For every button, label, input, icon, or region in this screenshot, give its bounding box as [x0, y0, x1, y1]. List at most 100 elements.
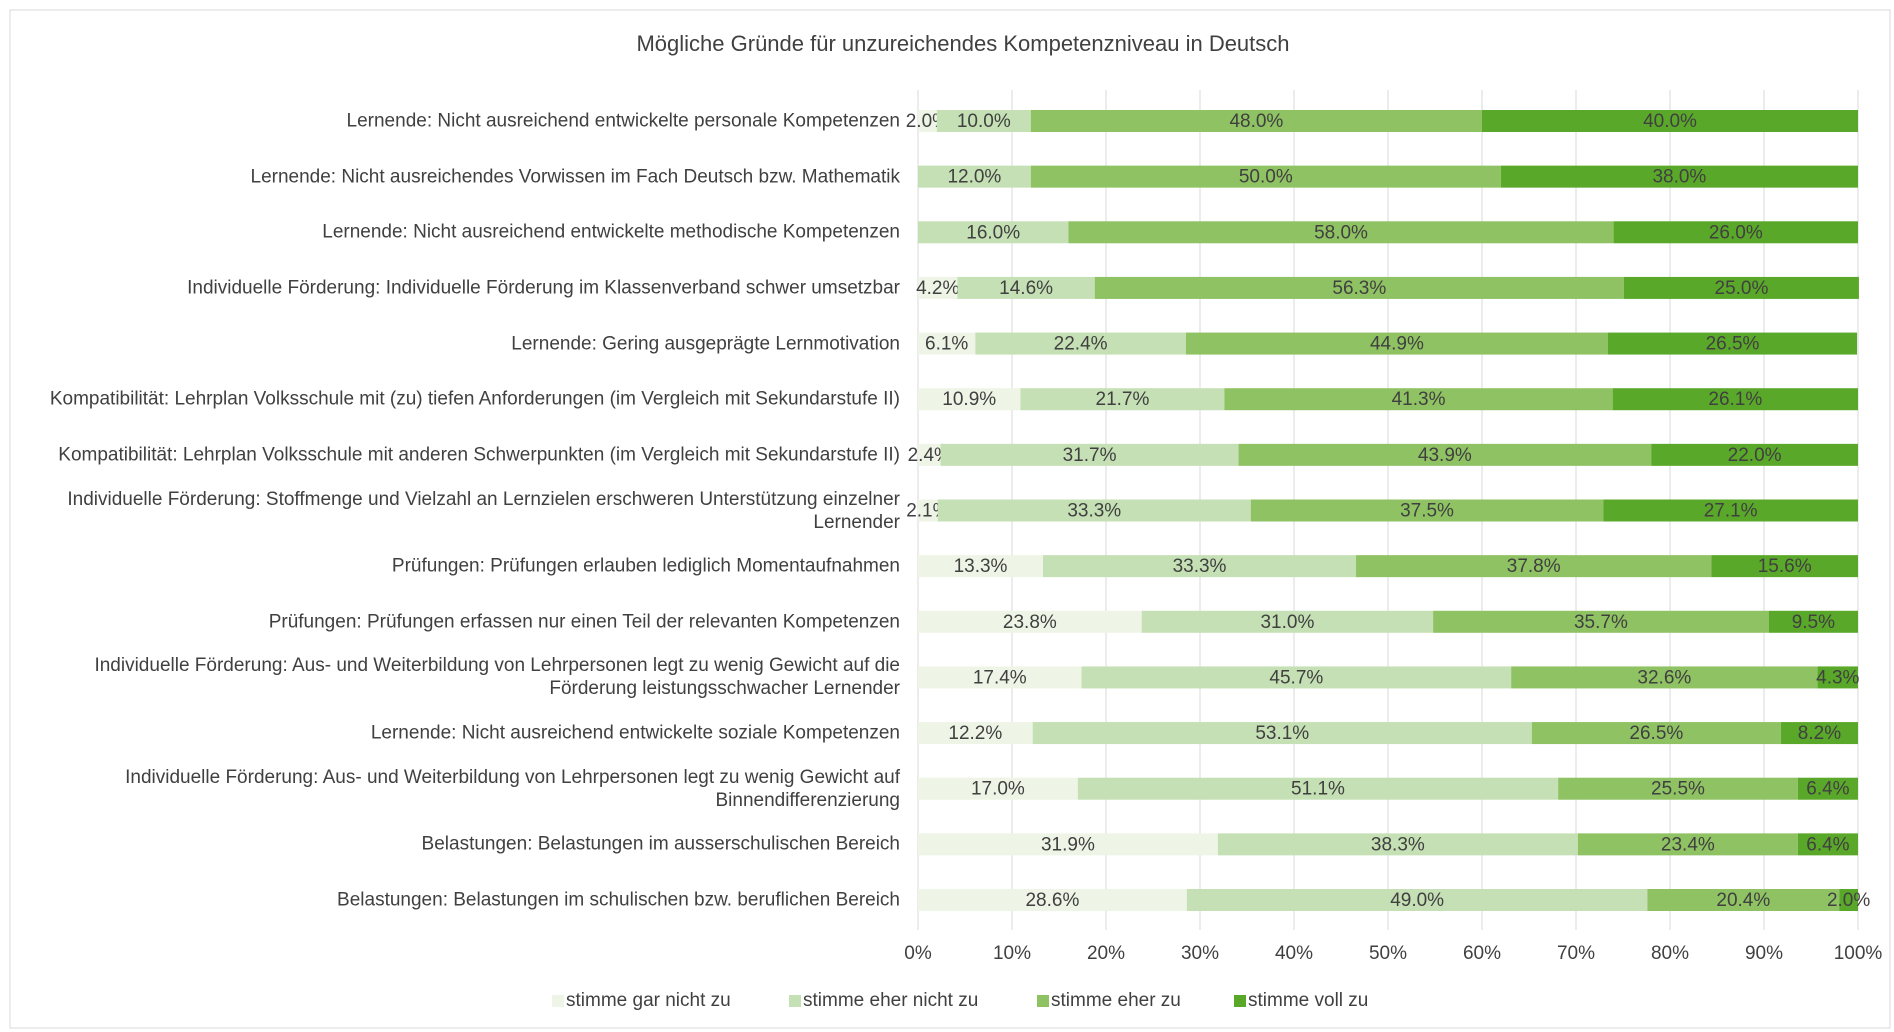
data-label: 48.0% [1229, 111, 1283, 132]
x-tick-label: 30% [1181, 943, 1219, 964]
bar-segment [937, 499, 1251, 522]
legend-swatch [1234, 995, 1246, 1007]
data-label: 35.7% [1574, 612, 1628, 633]
legend-label: stimme eher nicht zu [803, 990, 978, 1011]
data-label: 28.6% [1025, 890, 1079, 911]
data-label: 9.5% [1792, 612, 1835, 633]
bar-segment [1094, 276, 1624, 299]
data-label: 16.0% [966, 222, 1020, 243]
bar-segment [1500, 165, 1858, 188]
bar-segment [1030, 110, 1482, 132]
data-label: 38.0% [1652, 167, 1706, 188]
data-label: 31.0% [1260, 612, 1314, 633]
bar-segment [1651, 443, 1858, 466]
category-label: Lernende: Nicht ausreichend entwickelte … [322, 221, 900, 243]
category-label: Individuelle Förderung: Stoffmenge und V… [67, 488, 900, 533]
category-label: Lernende: Nicht ausreichendes Vorwissen … [250, 166, 900, 188]
category-label: Lernende: Nicht ausreichend entwickelte … [346, 110, 900, 132]
data-label: 14.6% [999, 278, 1053, 299]
bar-segment [918, 555, 1044, 578]
bar-segment [1186, 889, 1648, 911]
data-label: 20.4% [1716, 890, 1770, 911]
bar-segment [1217, 833, 1578, 856]
legend-label: stimme voll zu [1248, 990, 1368, 1011]
bar-segment [1577, 833, 1798, 856]
data-label: 17.4% [973, 667, 1027, 688]
chart-title: Mögliche Gründe für unzureichendes Kompe… [636, 31, 1289, 56]
bar-segment [1531, 722, 1781, 745]
bar-segment [1081, 666, 1512, 689]
legend-swatch [552, 995, 564, 1007]
data-label: 23.8% [1003, 612, 1057, 633]
bar-segment [918, 165, 1031, 188]
x-tick-label: 50% [1369, 943, 1407, 964]
category-label: Individuelle Förderung: Aus- und Weiterb… [125, 766, 900, 811]
data-label: 49.0% [1390, 890, 1444, 911]
bar-segment [918, 332, 976, 355]
data-label: 6.4% [1806, 779, 1849, 800]
bar-segment [918, 889, 1187, 911]
data-label: 25.5% [1651, 779, 1705, 800]
data-label: 2.0% [1827, 890, 1870, 911]
bar-segment [1603, 499, 1858, 522]
category-label: Prüfungen: Prüfungen erfassen nur einen … [268, 611, 900, 633]
data-label: 22.0% [1728, 445, 1782, 466]
data-label: 40.0% [1643, 111, 1697, 132]
data-label: 2.4% [908, 445, 951, 466]
bar-segment [1020, 388, 1225, 411]
bar-segment [1558, 777, 1798, 800]
bar-segment [1077, 777, 1559, 800]
bar-segment [1043, 555, 1357, 578]
bar-segment [1141, 610, 1434, 633]
bar-segment [1185, 332, 1608, 355]
data-label: 38.3% [1371, 834, 1425, 855]
data-label: 26.5% [1706, 334, 1760, 355]
data-label: 21.7% [1096, 389, 1150, 410]
x-tick-label: 60% [1463, 943, 1501, 964]
bar-segment [940, 443, 1239, 466]
bar-segment [918, 610, 1142, 633]
bar-segment [1797, 833, 1858, 856]
bar-segment [1224, 388, 1613, 411]
bar-segment [918, 499, 938, 522]
data-label: 33.3% [1173, 556, 1227, 577]
data-label: 37.8% [1507, 556, 1561, 577]
bar-segment [1780, 722, 1858, 745]
bar-segment [1768, 610, 1858, 633]
bar-segment [918, 443, 941, 466]
category-label: Kompatibilität: Lehrplan Volksschule mit… [58, 444, 900, 466]
data-label: 31.7% [1063, 445, 1117, 466]
bar-segment [1797, 777, 1858, 800]
data-label: 51.1% [1291, 779, 1345, 800]
category-label: Individuelle Förderung: Aus- und Weiterb… [94, 655, 900, 700]
bar-segment [1238, 443, 1652, 466]
bar-segment [1612, 388, 1858, 411]
bar-segment [1511, 666, 1818, 689]
bar-segment [918, 722, 1033, 745]
data-label: 43.9% [1418, 445, 1472, 466]
category-label: Kompatibilität: Lehrplan Volksschule mit… [49, 388, 900, 410]
bar-segment [1711, 555, 1858, 578]
data-label: 44.9% [1370, 334, 1424, 355]
category-label: Individuelle Förderung: Individuelle För… [187, 277, 900, 299]
data-label: 37.5% [1400, 501, 1454, 522]
data-label: 50.0% [1239, 167, 1293, 188]
bar-segment [1356, 555, 1712, 578]
x-tick-label: 90% [1745, 943, 1783, 964]
bar-segment [1030, 165, 1501, 188]
bar-segment [1068, 221, 1614, 244]
legend-label: stimme gar nicht zu [566, 990, 731, 1011]
category-label: Lernende: Gering ausgeprägte Lernmotivat… [511, 333, 900, 355]
bar-segment [975, 332, 1186, 355]
category-label: Prüfungen: Prüfungen erlauben lediglich … [391, 555, 900, 577]
bar-segment [918, 276, 958, 299]
bar-segment [936, 110, 1031, 132]
data-label: 10.0% [957, 111, 1011, 132]
bar-segment [1607, 332, 1858, 355]
data-label: 15.6% [1758, 556, 1812, 577]
data-label: 23.4% [1661, 834, 1715, 855]
data-label: 33.3% [1067, 501, 1121, 522]
data-label: 41.3% [1392, 389, 1446, 410]
x-tick-label: 40% [1275, 943, 1313, 964]
